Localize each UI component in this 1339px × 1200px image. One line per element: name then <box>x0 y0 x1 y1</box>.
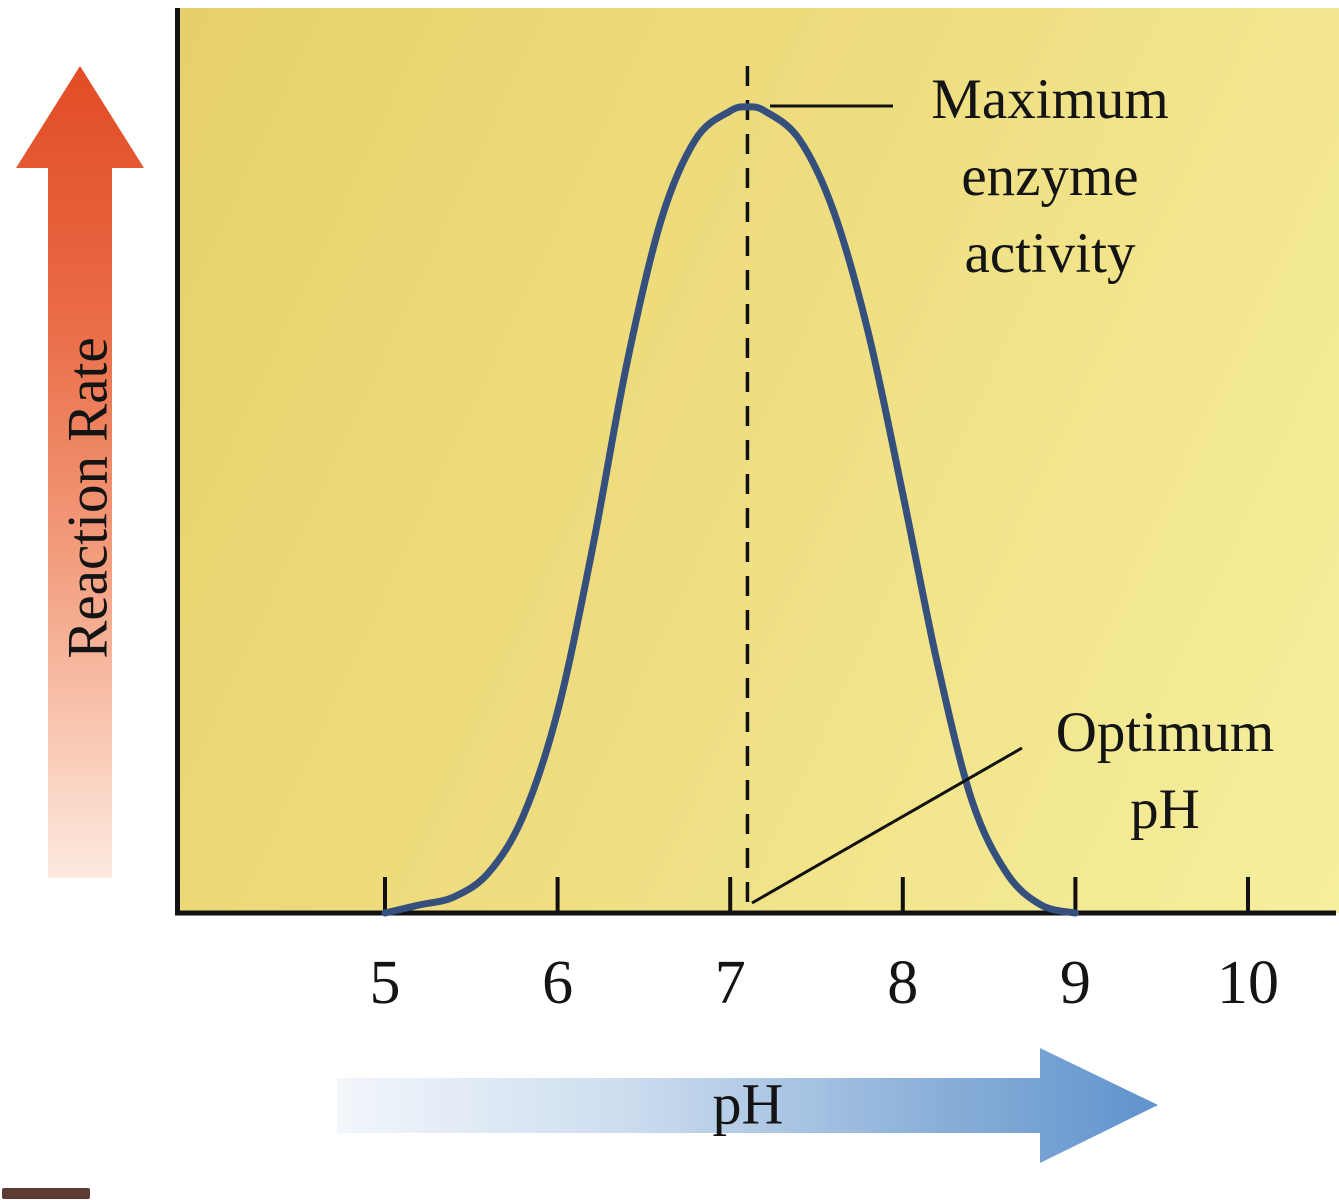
x-tick-label-9: 9 <box>1059 949 1091 1017</box>
x-axis-ticks <box>383 877 1250 911</box>
y-axis-label: Reaction Rate <box>56 337 120 659</box>
annotation-max-line-1: Maximum <box>931 68 1169 131</box>
ph-arrow <box>337 1048 1158 1163</box>
x-tick-label-10: 10 <box>1217 949 1279 1017</box>
enzyme-activity-curve <box>381 103 1079 917</box>
optimum-ph-connector-line <box>751 746 1023 905</box>
cropped-watermark-mark <box>2 1188 90 1199</box>
annotation-maximum-enzyme-activity: Maximum enzyme activity <box>900 62 1200 293</box>
x-tick-label-7: 7 <box>714 949 746 1017</box>
x-tick-label-6: 6 <box>542 949 574 1017</box>
plot-area <box>180 8 1339 913</box>
reaction-rate-arrow <box>16 66 144 878</box>
annotation-optimum-ph: Optimum pH <box>1030 695 1300 849</box>
x-axis-arrow-label: pH <box>712 1071 784 1137</box>
annotation-max-line-2: enzyme <box>961 144 1139 208</box>
annotation-opt-line-1: Optimum <box>1055 701 1275 764</box>
x-tick-label-5: 5 <box>369 949 401 1017</box>
x-tick-label-8: 8 <box>887 949 919 1017</box>
annotation-max-line-3: activity <box>964 221 1136 285</box>
annotation-opt-line-2: pH <box>1130 777 1200 841</box>
